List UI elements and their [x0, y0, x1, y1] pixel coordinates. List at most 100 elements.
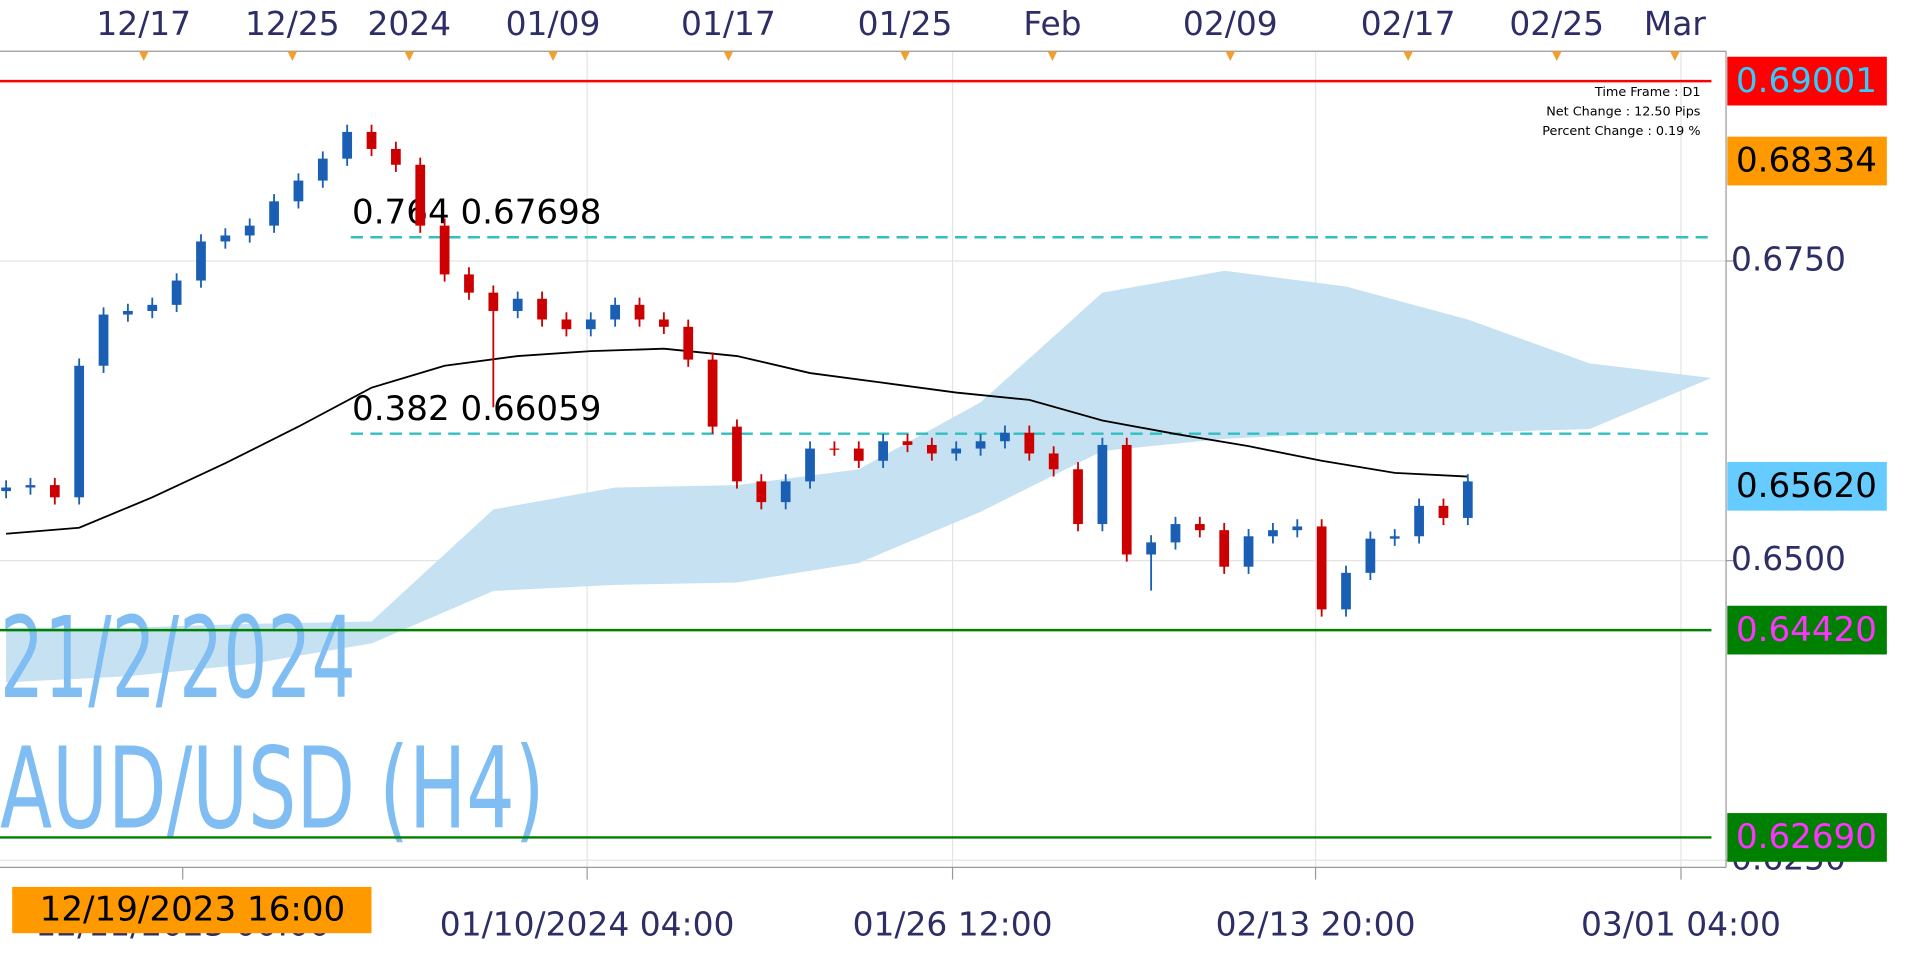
- candles-layer: [1, 124, 1473, 617]
- candle-body: [756, 481, 767, 503]
- candle-body: [512, 298, 523, 311]
- level-label: 0.62690: [1736, 817, 1877, 857]
- level-label: 0.64420: [1736, 610, 1877, 650]
- candle-body: [707, 359, 718, 427]
- candle-body: [780, 481, 791, 503]
- top-tick-label: 12/25: [245, 4, 340, 43]
- candle-body: [98, 314, 109, 366]
- info-line: Net Change : 12.50 Pips: [1546, 105, 1701, 120]
- top-tick-marker: [404, 51, 415, 62]
- candle-body: [1097, 444, 1108, 525]
- level-box: [1727, 56, 1887, 106]
- candle-body: [732, 426, 742, 482]
- candle-body: [244, 225, 255, 236]
- top-tick-label: 01/25: [858, 4, 953, 43]
- candle-body: [220, 235, 231, 242]
- top-tick-label: Mar: [1644, 4, 1707, 43]
- candle-body: [1, 487, 11, 492]
- candle-body: [1268, 530, 1278, 537]
- candle-body: [1438, 505, 1449, 518]
- top-tick-label: 2024: [367, 4, 451, 43]
- candle-body: [1170, 524, 1181, 543]
- candle-body: [1121, 444, 1132, 555]
- candle-body: [439, 225, 450, 275]
- candle-body: [683, 326, 694, 360]
- candle-body: [878, 441, 889, 461]
- top-tick-marker: [1670, 51, 1680, 62]
- candle-body: [975, 441, 986, 449]
- candle-body: [317, 158, 328, 181]
- candle-body: [1000, 432, 1010, 442]
- candle-body: [342, 131, 353, 159]
- candle-body: [74, 365, 85, 498]
- top-tick-label: 01/17: [681, 4, 776, 43]
- top-tick-label: 02/25: [1509, 4, 1604, 43]
- candle-body: [123, 310, 133, 315]
- level-label: 0.68334: [1736, 141, 1877, 181]
- candle-body: [366, 131, 377, 149]
- candle-body: [1462, 481, 1473, 518]
- candle-body: [1219, 530, 1230, 567]
- top-tick-label: 02/09: [1183, 4, 1278, 43]
- candle-body: [610, 304, 621, 320]
- level-box: [1727, 461, 1887, 511]
- candle-body: [805, 448, 815, 482]
- level-box: [1727, 813, 1887, 862]
- crosshair-text: 12/19/2023 16:00: [40, 890, 346, 930]
- top-tick-marker: [1551, 51, 1562, 62]
- candle-body: [561, 319, 572, 330]
- top-tick-marker: [1047, 51, 1058, 62]
- moving-average: [6, 347, 1468, 535]
- top-tick-marker: [287, 51, 298, 62]
- candle-body: [1048, 453, 1059, 470]
- fib-label: 0.764 0.67698: [352, 193, 601, 233]
- top-tick-label: 01/09: [506, 4, 601, 43]
- top-tick-label: 12/17: [96, 4, 191, 43]
- level-box: [1727, 136, 1887, 186]
- candle-body: [196, 241, 206, 281]
- level-box: [1727, 605, 1887, 655]
- top-tick-marker: [900, 51, 910, 62]
- candle-body: [1146, 542, 1156, 555]
- candle-body: [1024, 432, 1035, 454]
- candle-body: [902, 441, 913, 445]
- level-label: 0.69001: [1736, 61, 1877, 101]
- ichimoku-cloud: [6, 270, 1712, 683]
- candle-body: [658, 319, 669, 327]
- top-tick-marker: [1403, 51, 1414, 62]
- info-line: Time Frame : D1: [1594, 85, 1701, 100]
- info-line: Percent Change : 0.19 %: [1542, 124, 1700, 139]
- top-tick-marker: [1225, 51, 1236, 62]
- top-tick-marker: [138, 51, 149, 62]
- top-tick-label: 02/17: [1361, 4, 1456, 43]
- x-tick-label: 01/26 12:00: [853, 904, 1053, 943]
- y-tick-label: 0.6750: [1731, 239, 1846, 278]
- candle-body: [1194, 524, 1205, 531]
- candle-body: [1365, 538, 1376, 573]
- candle-body: [1316, 526, 1327, 610]
- y-tick-label: 0.6500: [1731, 539, 1846, 578]
- candle-body: [1292, 526, 1303, 531]
- candle-body: [926, 444, 937, 454]
- top-tick-marker: [723, 51, 734, 62]
- candle-body: [269, 201, 279, 226]
- x-tick-label: 03/01 04:00: [1581, 904, 1781, 943]
- candle-body: [147, 304, 158, 311]
- candle-body: [1073, 469, 1083, 525]
- candle-body: [829, 448, 840, 450]
- candle-body: [1243, 536, 1254, 567]
- watermark-date: 21/2/2024: [0, 594, 356, 724]
- candle-body: [488, 292, 499, 311]
- x-tick-label: 02/13 20:00: [1216, 904, 1416, 943]
- candle-body: [49, 485, 60, 498]
- candle-body: [25, 485, 36, 488]
- candle-body: [634, 304, 645, 320]
- candle-body: [1341, 572, 1351, 610]
- crosshair-label: 12/19/2023 16:00: [12, 886, 372, 934]
- cloud-layer: [6, 270, 1712, 683]
- candle-body: [293, 180, 304, 202]
- lines-layer: 0.764 0.67698 0.382 0.66059: [0, 79, 1712, 839]
- candle-body: [415, 164, 426, 226]
